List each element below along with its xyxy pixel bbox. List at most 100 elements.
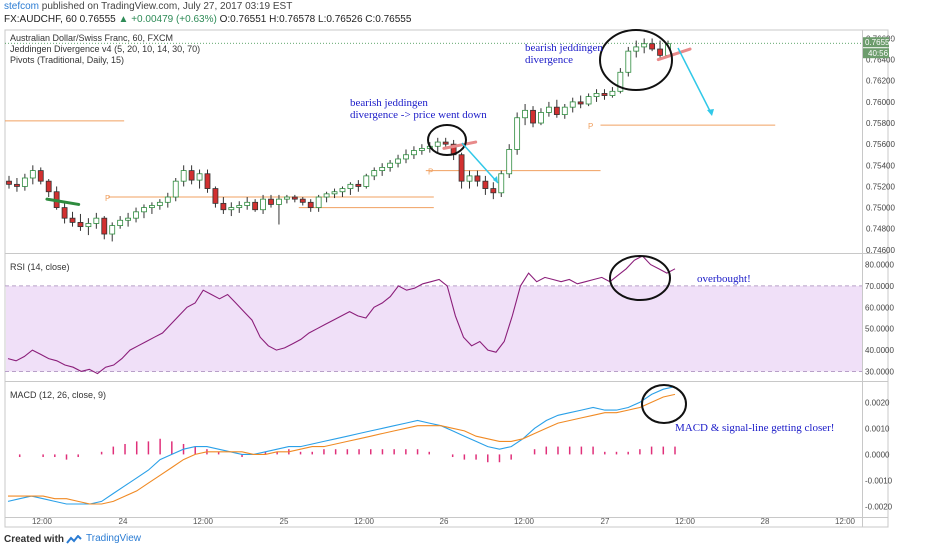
rsi-tick-label: 80.0000 [865, 261, 894, 270]
candle-down [601, 93, 608, 96]
candle-down [252, 201, 259, 211]
macd-line [7, 386, 676, 505]
candle-up [418, 147, 425, 151]
candle-up [593, 93, 600, 98]
candle-up [522, 109, 528, 119]
signal-line [8, 393, 676, 505]
candle-up [498, 173, 505, 194]
price-tick-label: 0.75000 [866, 204, 895, 213]
candle-up [93, 217, 100, 224]
candle-up [466, 175, 473, 182]
macd-tick-label: 0.0000 [865, 450, 890, 459]
candle-down [268, 198, 274, 205]
candle-up [149, 205, 155, 209]
candle-up [379, 167, 386, 172]
price-tick-label: 0.76400 [866, 56, 895, 65]
candle-up [133, 211, 139, 219]
candle-up [617, 71, 624, 92]
footer: Created with TradingView [0, 530, 932, 550]
author-link[interactable]: stefcom [4, 1, 40, 12]
candle-down [458, 154, 465, 182]
candle-down [482, 180, 489, 189]
pivot-label: P [588, 122, 593, 131]
candle-down [553, 106, 560, 115]
down-arrow-1 [461, 142, 499, 184]
legend-symbol: Australian Dollar/Swiss Franc, 60, FXCM [10, 33, 174, 43]
candle-down [188, 170, 195, 181]
legend-jeddingen: Jeddingen Divergence v4 (5, 20, 10, 14, … [10, 44, 201, 54]
candle-down [204, 173, 211, 189]
candle-up [609, 90, 616, 96]
candle-up [633, 46, 640, 52]
annotation-macd: MACD & signal-line getting closer! [675, 422, 835, 434]
price-tick-label: 0.75600 [866, 140, 895, 149]
x-tick-label: 12:00 [354, 517, 375, 526]
candle-up [228, 207, 235, 211]
down-arrow-2 [677, 47, 712, 114]
candle-down [220, 202, 227, 211]
candle-up [387, 162, 394, 168]
macd-circle [641, 384, 687, 424]
overbought-circle [609, 255, 671, 301]
symbol-line: FX:AUDCHF, 60 0.76555 ▲ +0.00479 (+0.63%… [4, 14, 411, 25]
candle-up [331, 191, 338, 195]
tradingview-logo-icon [66, 535, 82, 544]
divergence-line [442, 140, 478, 150]
symbol-label: FX:AUDCHF, 60 [4, 14, 77, 25]
candle-down [490, 188, 497, 194]
down-arrowhead-2 [707, 109, 714, 116]
price-tick-label: 0.76200 [866, 77, 895, 86]
candle-down [77, 221, 84, 228]
tradingview-brand[interactable]: TradingView [86, 533, 142, 544]
candle-up [403, 154, 409, 160]
candle-up [434, 141, 441, 147]
macd-tick-label: -0.0010 [865, 476, 893, 485]
rsi-tick-label: 30.0000 [865, 367, 894, 376]
divergence-line [656, 47, 692, 62]
price-tick-label: 0.75400 [866, 161, 895, 170]
candle-up [125, 217, 131, 221]
candle-up [156, 201, 163, 206]
candle-up [347, 183, 354, 189]
candle-up [514, 117, 521, 150]
divergence-line [45, 197, 81, 206]
candle-down [14, 183, 20, 187]
price-tick-label: 0.74600 [866, 246, 895, 255]
candle-up [363, 175, 370, 187]
price-tick-label: 0.76000 [866, 98, 895, 107]
candle-up [109, 225, 116, 235]
chart-frame [4, 29, 889, 528]
annotation-divergence-1: bearish jeddingen divergence -> price we… [350, 97, 487, 121]
candle-up [641, 43, 648, 48]
candle-up [244, 201, 251, 206]
candle-up [196, 173, 203, 181]
rsi-legend: RSI (14, close) [10, 262, 70, 272]
candle-up [561, 106, 568, 115]
candle-up [117, 219, 124, 226]
x-tick-label: 12:00 [835, 517, 856, 526]
candle-up [276, 198, 282, 205]
candle-up [21, 177, 28, 187]
created-with-label: Created with [4, 534, 65, 545]
publish-info: published on TradingView.com, July 27, 2… [41, 1, 293, 12]
candle-down [212, 188, 219, 204]
x-tick-label: 24 [119, 517, 128, 526]
divergence-circle-2 [599, 29, 673, 91]
candle-up [85, 223, 92, 228]
x-tick-label: 12:00 [32, 517, 53, 526]
candle-up [236, 205, 243, 209]
last-price: 0.76555 [79, 14, 116, 25]
price-change: +0.00479 (+0.63%) [131, 14, 217, 25]
candle-up [411, 150, 417, 156]
x-tick-label: 27 [601, 517, 610, 526]
last-price-tag [863, 37, 889, 48]
price-tick-label: 0.74800 [866, 225, 895, 234]
x-tick-label: 12:00 [514, 517, 535, 526]
candle-up [395, 158, 401, 164]
candle-up [585, 96, 592, 105]
macd-tick-label: 0.0020 [865, 398, 890, 407]
candle-down [577, 101, 584, 105]
candle-down [307, 201, 314, 208]
rsi-tick-label: 60.0000 [865, 303, 894, 312]
